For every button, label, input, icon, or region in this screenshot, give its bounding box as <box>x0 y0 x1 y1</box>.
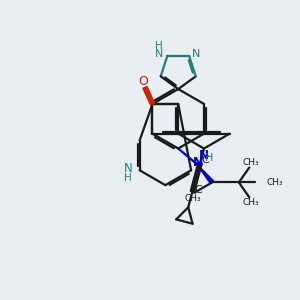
Text: C: C <box>194 185 202 195</box>
Text: CH₃: CH₃ <box>266 178 283 187</box>
Text: H: H <box>124 173 132 183</box>
Text: O: O <box>139 75 148 88</box>
Text: N: N <box>124 162 133 175</box>
Text: H: H <box>205 153 213 163</box>
Text: CH₃: CH₃ <box>242 198 259 207</box>
Text: N: N <box>193 156 203 169</box>
Text: N: N <box>199 148 209 162</box>
Text: CH₃: CH₃ <box>184 194 201 203</box>
Text: N: N <box>191 49 200 59</box>
Polygon shape <box>197 164 214 184</box>
Text: CH₃: CH₃ <box>242 158 259 167</box>
Text: H: H <box>155 41 163 51</box>
Text: N: N <box>155 49 163 59</box>
Text: C: C <box>202 155 209 165</box>
